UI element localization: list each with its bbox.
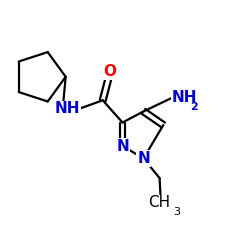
Text: 3: 3 [173, 207, 180, 217]
Text: NH: NH [55, 102, 80, 116]
Text: 2: 2 [190, 102, 198, 112]
Text: CH: CH [148, 196, 171, 210]
Text: NH: NH [172, 90, 198, 105]
Text: N: N [116, 138, 129, 154]
Text: N: N [137, 151, 150, 166]
Text: O: O [104, 64, 117, 79]
